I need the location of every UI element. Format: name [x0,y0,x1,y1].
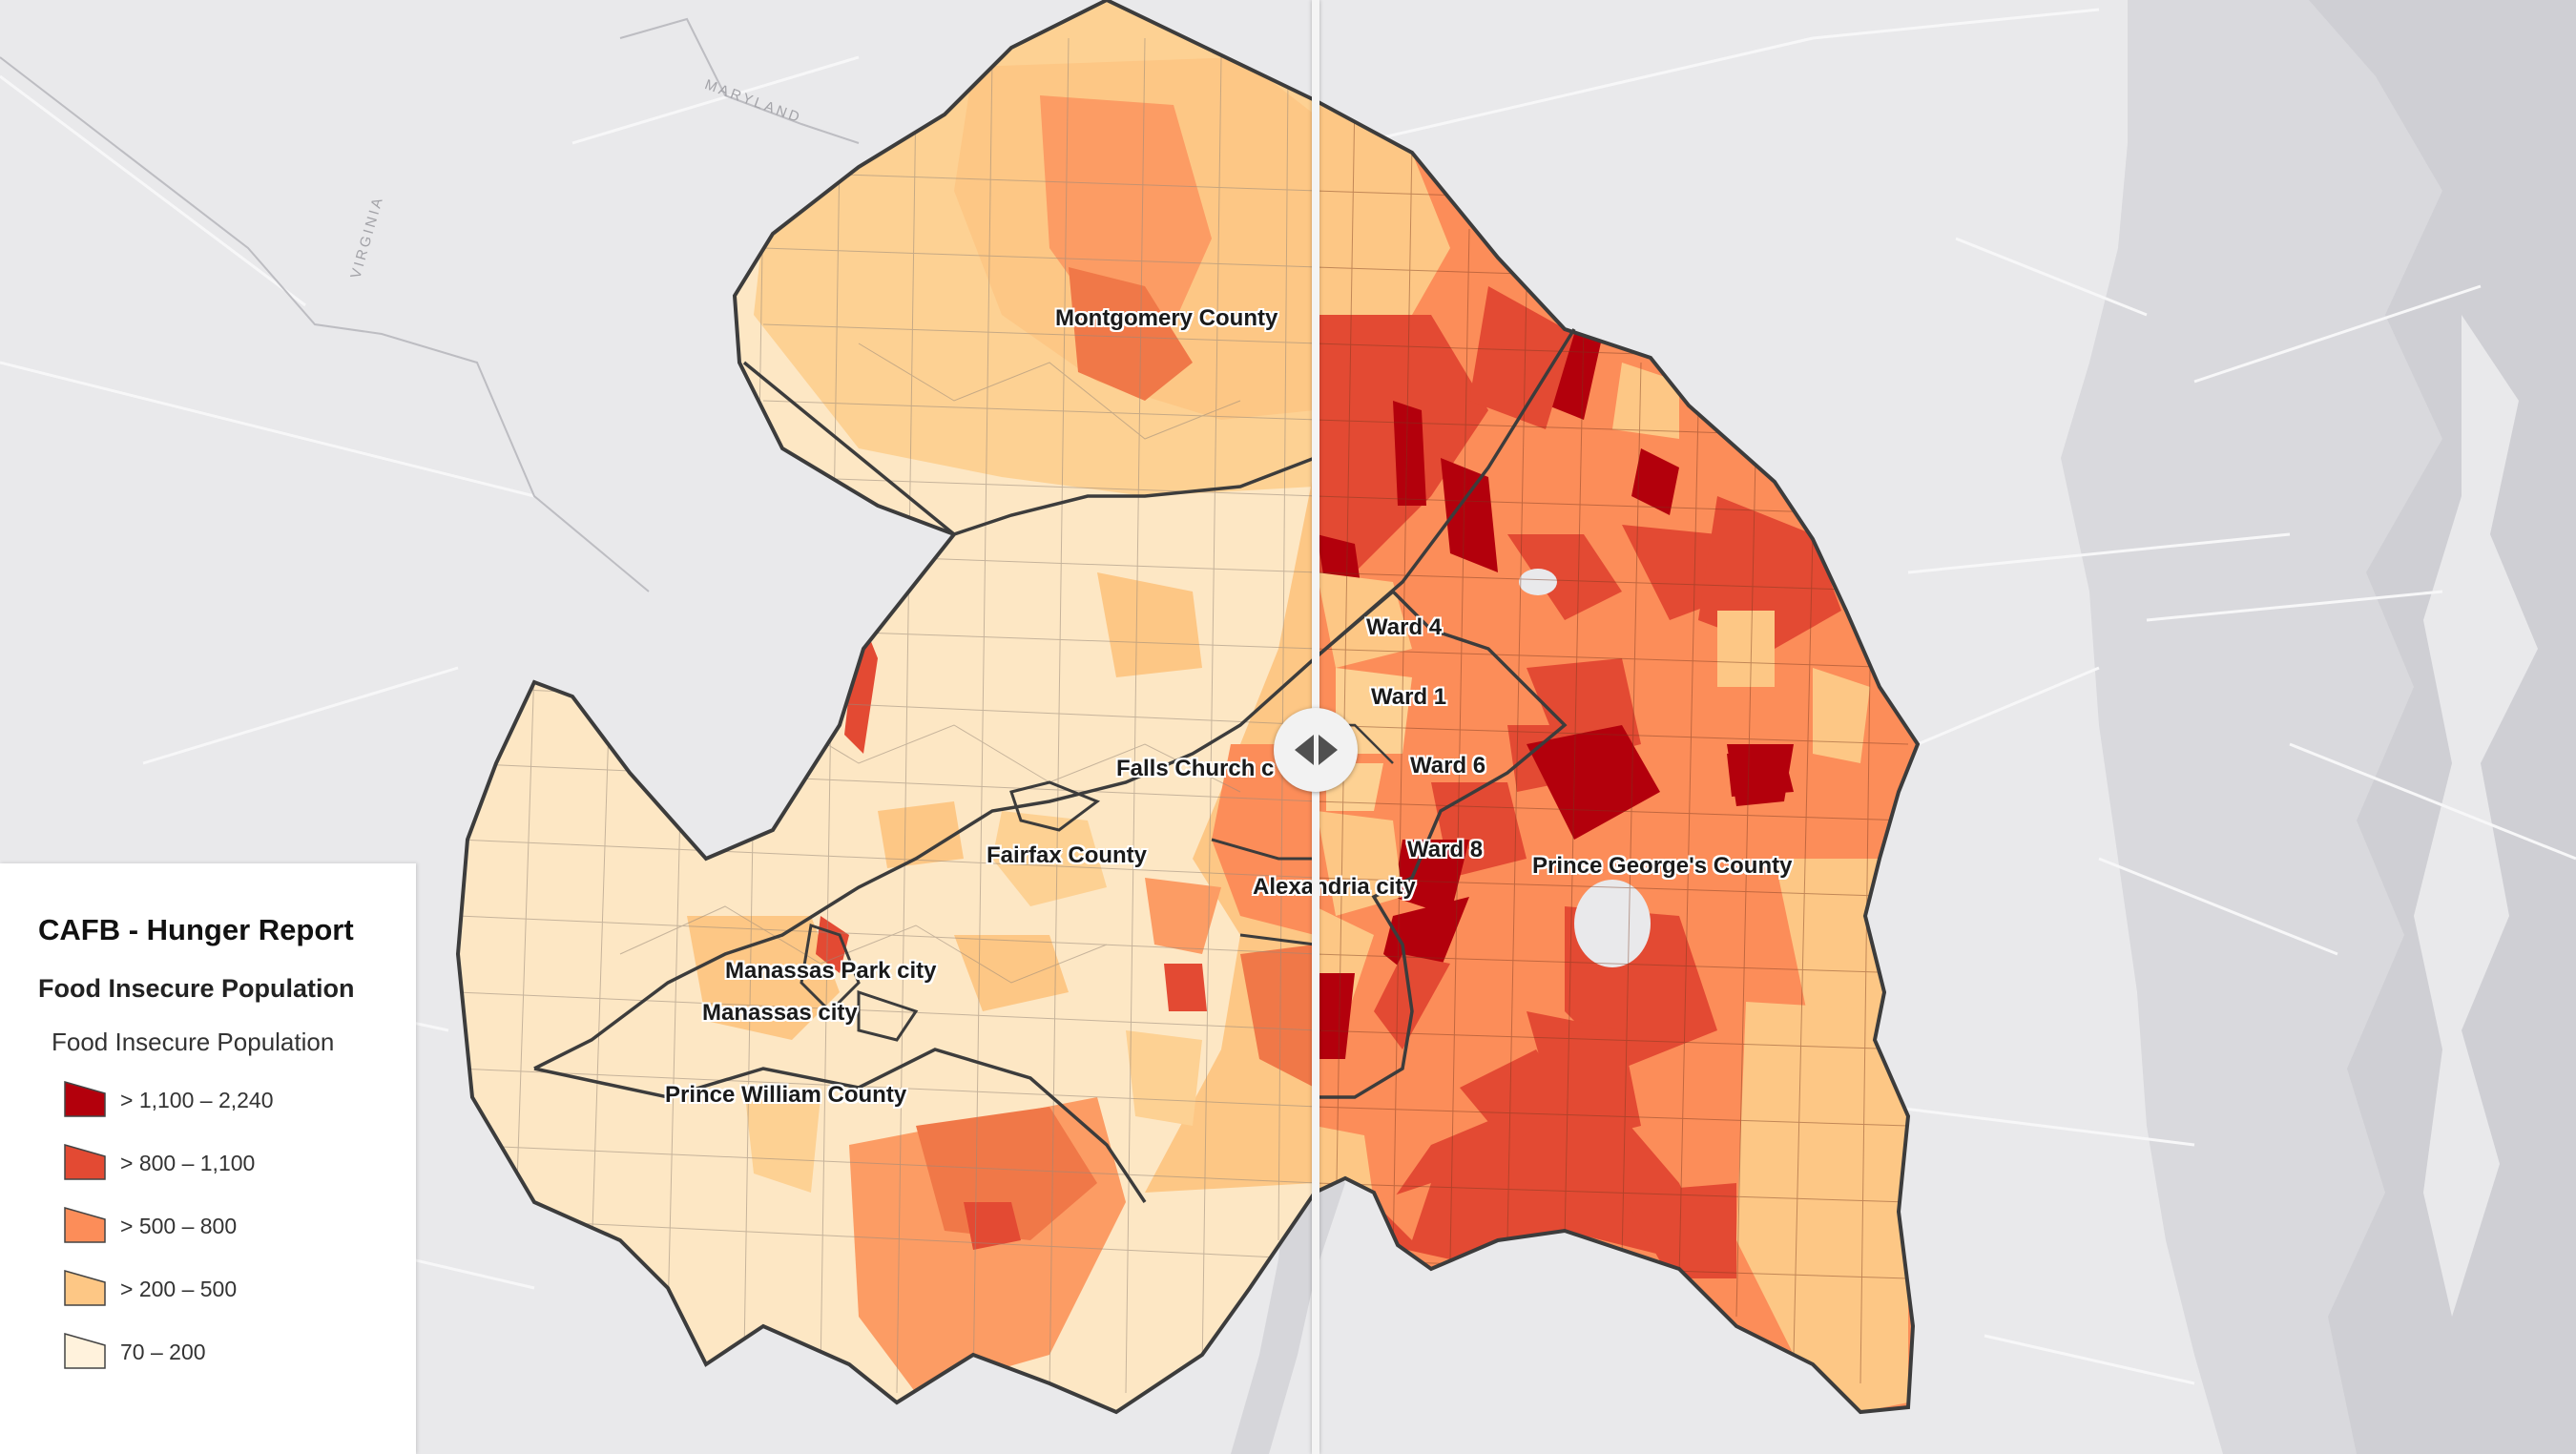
label-ward-1: Ward 1 [1371,684,1447,710]
label-montgomery-county: Montgomery County [1055,305,1278,331]
legend-item-label: > 800 – 1,100 [120,1151,256,1175]
arrow-left-icon [1295,735,1314,765]
label-ward-4: Ward 4 [1366,614,1443,640]
legend-swatch [64,1081,106,1117]
legend-item: > 800 – 1,100 [63,1143,387,1185]
label-falls-church: Falls Church c [1116,756,1275,781]
legend-item-label: > 200 – 500 [120,1277,238,1301]
legend-field-name: Food Insecure Population [52,1028,335,1056]
legend-swatch [64,1270,106,1306]
legend-item: > 200 – 500 [63,1269,387,1311]
label-ward-6: Ward 6 [1410,753,1486,779]
legend-item: > 1,100 – 2,240 [63,1080,387,1122]
legend-item: 70 – 200 [63,1332,387,1374]
label-prince-william-county: Prince William County [665,1082,907,1108]
label-manassas-park-city: Manassas Park city [725,958,937,984]
legend-swatch [64,1333,106,1369]
legend-panel: CAFB - Hunger Report Food Insecure Popul… [0,863,416,1454]
legend-swatch [64,1144,106,1180]
legend-layer-name: Food Insecure Population [38,974,355,1003]
legend-item-label: > 1,100 – 2,240 [120,1088,274,1112]
legend-item-label: > 500 – 800 [120,1214,238,1238]
legend-swatch [64,1207,106,1243]
label-manassas-city: Manassas city [702,1000,858,1026]
legend-title: CAFB - Hunger Report [38,913,354,946]
legend-item-label: 70 – 200 [120,1340,206,1364]
label-prince-georges-county: Prince George's County [1532,853,1793,879]
label-ward-8: Ward 8 [1407,837,1484,862]
label-fairfax-county: Fairfax County [987,842,1148,868]
swipe-handle-button[interactable] [1274,708,1358,792]
arrow-right-icon [1319,735,1338,765]
label-alexandria-city: Alexandria city [1253,874,1416,900]
legend-item: > 500 – 800 [63,1206,387,1248]
